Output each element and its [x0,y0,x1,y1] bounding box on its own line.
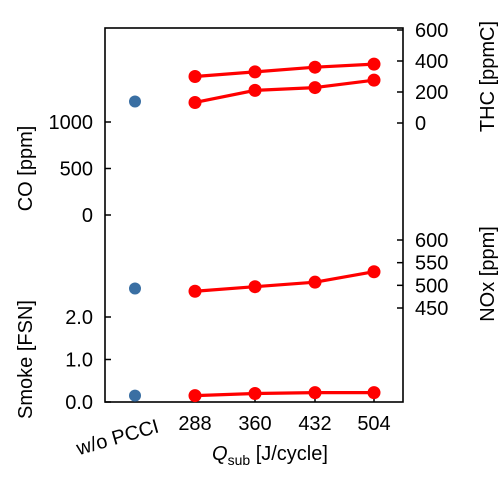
x-axis-title-unit: [J/cycle] [250,443,328,465]
nox-data-point [248,280,262,294]
thc-data-point [188,70,202,83]
co-series-line [194,78,375,105]
x-tick-label: 432 [298,413,331,435]
smoke-axis-title: Smoke [FSN] [15,300,37,419]
thc-data-point [248,65,262,79]
smoke-data-point [188,389,202,403]
nox-tick-label: 450 [415,298,448,320]
nox-tick-label: 550 [415,253,448,275]
co-tick-label: 1000 [49,112,94,134]
nox-data-point [367,265,381,279]
nox-series-line [194,270,375,293]
nox-data-point [308,275,322,289]
smoke-data-point [248,387,262,400]
thc-data-point [367,57,381,71]
baseline-category-label: w/o PCCI [73,416,161,461]
smoke-tick-label: 1.0 [65,350,93,372]
co-data-point [367,73,381,87]
co-tick-label: 500 [60,159,93,181]
nox-axis-title: NOx [ppm] [477,226,499,322]
smoke-tick-label: 0.0 [65,392,93,414]
thc-tick-label: 200 [415,82,448,104]
co-data-point [248,83,262,97]
co-axis-title: CO [ppm] [15,126,37,212]
x-axis-title: Qsub [J/cycle] [212,443,328,468]
x-axis-title-sub: sub [228,452,251,468]
marks-layer [129,57,381,403]
thc-series-line [194,62,375,79]
smoke-tick-label: 2.0 [65,307,93,329]
x-tick-label: 360 [238,413,271,435]
co-data-point [188,95,202,109]
nox-tick-label: 600 [415,230,448,252]
thc-tick-label: 600 [415,20,448,42]
co-baseline-point [129,95,141,108]
thc-tick-label: 400 [415,51,448,73]
nox-data-point [188,284,202,298]
smoke-baseline-point [129,282,141,295]
nox-tick-label: 500 [415,275,448,297]
smoke-data-point [367,386,381,400]
x-axis-title-main: Q [212,443,228,465]
thc-axis-title: THC [ppmC] [477,21,499,132]
smoke-baseline-point [129,389,141,402]
smoke-data-point [308,386,322,400]
co-tick-label: 0 [82,205,93,227]
x-tick-label: 288 [178,413,211,435]
thc-tick-label: 0 [415,113,426,135]
x-tick-label: 504 [357,413,390,435]
co-data-point [308,81,322,95]
thc-data-point [308,60,322,74]
smoke-series-line [194,391,374,398]
